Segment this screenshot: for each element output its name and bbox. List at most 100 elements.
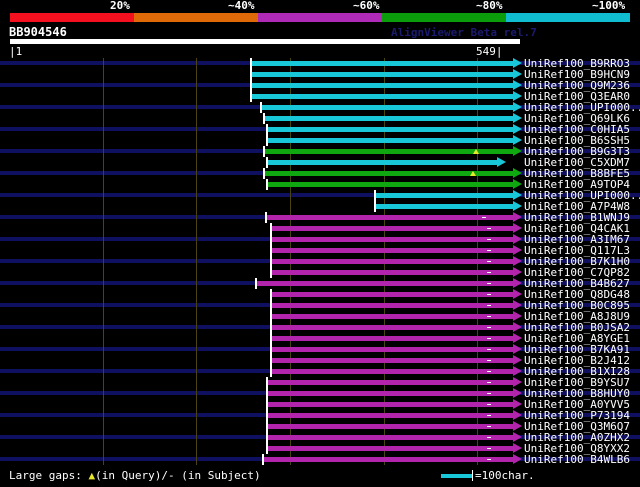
hsp-bar[interactable]: [265, 149, 513, 154]
hit-label[interactable]: UniRef100_UPI000..: [524, 101, 640, 114]
hsp-bar[interactable]: [272, 259, 513, 264]
alignment-row[interactable]: UniRef100_A0YVV5: [0, 399, 640, 410]
alignment-row[interactable]: UniRef100_Q8DG48: [0, 289, 640, 300]
hit-label[interactable]: UniRef100_P73194: [524, 409, 630, 422]
hit-label[interactable]: UniRef100_C5XDM7: [524, 156, 630, 169]
hsp-bar[interactable]: [272, 369, 513, 374]
hsp-bar[interactable]: [257, 281, 513, 286]
alignment-row[interactable]: UniRef100_Q3M6Q7: [0, 421, 640, 432]
alignment-row[interactable]: UniRef100_B2J412: [0, 355, 640, 366]
hsp-bar[interactable]: [264, 457, 513, 462]
hsp-bar[interactable]: [268, 138, 513, 143]
hit-label[interactable]: UniRef100_A3IM67: [524, 233, 630, 246]
hit-label[interactable]: UniRef100_Q8YXX2: [524, 442, 630, 455]
hsp-bar[interactable]: [272, 325, 513, 330]
alignment-row[interactable]: UniRef100_C0HIA5: [0, 124, 640, 135]
hit-label[interactable]: UniRef100_B0C895: [524, 299, 630, 312]
hit-label[interactable]: UniRef100_B9G3T3: [524, 145, 630, 158]
alignment-row[interactable]: UniRef100_B0JSA2: [0, 322, 640, 333]
alignment-row[interactable]: UniRef100_B7K1H0: [0, 256, 640, 267]
hit-label[interactable]: UniRef100_B9RRO3: [524, 58, 630, 70]
alignment-row[interactable]: UniRef100_Q69LK6: [0, 113, 640, 124]
hit-label[interactable]: UniRef100_B9YSU7: [524, 376, 630, 389]
hsp-bar[interactable]: [272, 248, 513, 253]
alignment-row[interactable]: UniRef100_UPI000..: [0, 102, 640, 113]
hit-label[interactable]: UniRef100_Q117L3: [524, 244, 630, 257]
alignment-row[interactable]: UniRef100_Q4CAK1: [0, 223, 640, 234]
hsp-bar[interactable]: [268, 424, 513, 429]
hsp-bar[interactable]: [272, 292, 513, 297]
hit-label[interactable]: UniRef100_B8HUY0: [524, 387, 630, 400]
hit-label[interactable]: UniRef100_B4WLB6: [524, 453, 630, 465]
hsp-bar[interactable]: [272, 336, 513, 341]
alignment-row[interactable]: UniRef100_P73194: [0, 410, 640, 421]
alignment-row[interactable]: UniRef100_B0C895: [0, 300, 640, 311]
hsp-bar[interactable]: [376, 193, 513, 198]
hsp-bar[interactable]: [272, 314, 513, 319]
alignment-row[interactable]: UniRef100_B9YSU7: [0, 377, 640, 388]
hit-label[interactable]: UniRef100_C7QP82: [524, 266, 630, 279]
alignment-row[interactable]: UniRef100_Q9M236: [0, 80, 640, 91]
hsp-bar[interactable]: [272, 237, 513, 242]
alignment-row[interactable]: UniRef100_B6SSH5: [0, 135, 640, 146]
hit-label[interactable]: UniRef100_B1XI28: [524, 365, 630, 378]
hit-label[interactable]: UniRef100_Q3EAR0: [524, 90, 630, 103]
alignment-row[interactable]: UniRef100_B8HUY0: [0, 388, 640, 399]
hsp-bar[interactable]: [268, 391, 513, 396]
hsp-bar[interactable]: [268, 160, 497, 165]
hsp-bar[interactable]: [262, 105, 513, 110]
alignment-row[interactable]: UniRef100_A8J8U9: [0, 311, 640, 322]
hit-label[interactable]: UniRef100_A7P4W8: [524, 200, 630, 213]
hsp-bar[interactable]: [272, 303, 513, 308]
hit-label[interactable]: UniRef100_A0ZHX2: [524, 431, 630, 444]
alignment-row[interactable]: UniRef100_B4B627: [0, 278, 640, 289]
alignment-row[interactable]: UniRef100_B1XI28: [0, 366, 640, 377]
hsp-bar[interactable]: [376, 204, 513, 209]
hit-label[interactable]: UniRef100_Q4CAK1: [524, 222, 630, 235]
hsp-bar[interactable]: [252, 94, 513, 99]
alignment-row[interactable]: UniRef100_B9HCN9: [0, 69, 640, 80]
hsp-bar[interactable]: [252, 61, 513, 66]
alignment-row[interactable]: UniRef100_A9TOP4: [0, 179, 640, 190]
hit-label[interactable]: UniRef100_B6SSH5: [524, 134, 630, 147]
hit-label[interactable]: UniRef100_C0HIA5: [524, 123, 630, 136]
hsp-bar[interactable]: [272, 358, 513, 363]
alignment-row[interactable]: UniRef100_B4WLB6: [0, 454, 640, 465]
alignment-row[interactable]: UniRef100_Q117L3: [0, 245, 640, 256]
hit-label[interactable]: UniRef100_B1WNJ9: [524, 211, 630, 224]
hit-label[interactable]: UniRef100_Q69LK6: [524, 112, 630, 125]
hsp-bar[interactable]: [268, 182, 513, 187]
hit-label[interactable]: UniRef100_A0YVV5: [524, 398, 630, 411]
hit-label[interactable]: UniRef100_Q8DG48: [524, 288, 630, 301]
alignment-row[interactable]: UniRef100_A8YGE1: [0, 333, 640, 344]
alignment-row[interactable]: UniRef100_B9RRO3: [0, 58, 640, 69]
hsp-bar[interactable]: [252, 72, 513, 77]
alignment-row[interactable]: UniRef100_Q3EAR0: [0, 91, 640, 102]
hsp-bar[interactable]: [252, 83, 513, 88]
hsp-bar[interactable]: [272, 347, 513, 352]
alignment-row[interactable]: UniRef100_B9G3T3: [0, 146, 640, 157]
hit-label[interactable]: UniRef100_B7K1H0: [524, 255, 630, 268]
hit-label[interactable]: UniRef100_B8BFE5: [524, 167, 630, 180]
hsp-bar[interactable]: [272, 270, 513, 275]
alignment-row[interactable]: UniRef100_A0ZHX2: [0, 432, 640, 443]
alignment-row[interactable]: UniRef100_B1WNJ9: [0, 212, 640, 223]
alignment-row[interactable]: UniRef100_B7KA91: [0, 344, 640, 355]
alignment-row[interactable]: UniRef100_UPI000..: [0, 190, 640, 201]
hit-label[interactable]: UniRef100_Q9M236: [524, 79, 630, 92]
alignment-row[interactable]: UniRef100_C7QP82: [0, 267, 640, 278]
alignment-row[interactable]: UniRef100_C5XDM7: [0, 157, 640, 168]
hit-label[interactable]: UniRef100_B2J412: [524, 354, 630, 367]
hsp-bar[interactable]: [268, 435, 513, 440]
hsp-bar[interactable]: [268, 413, 513, 418]
hsp-bar[interactable]: [268, 446, 513, 451]
hsp-bar[interactable]: [265, 116, 513, 121]
hsp-bar[interactable]: [267, 215, 513, 220]
alignment-row[interactable]: UniRef100_B8BFE5: [0, 168, 640, 179]
hit-label[interactable]: UniRef100_B7KA91: [524, 343, 630, 356]
hit-label[interactable]: UniRef100_B0JSA2: [524, 321, 630, 334]
hit-label[interactable]: UniRef100_Q3M6Q7: [524, 420, 630, 433]
hit-label[interactable]: UniRef100_A9TOP4: [524, 178, 630, 191]
hit-label[interactable]: UniRef100_A8YGE1: [524, 332, 630, 345]
alignment-row[interactable]: UniRef100_Q8YXX2: [0, 443, 640, 454]
